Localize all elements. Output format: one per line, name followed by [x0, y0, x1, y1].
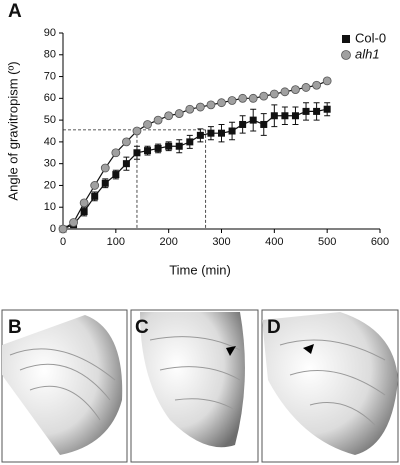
y-tick-label: 20: [44, 179, 56, 191]
marker: [80, 208, 88, 216]
marker: [196, 131, 204, 139]
marker: [323, 105, 331, 113]
marker: [312, 80, 322, 90]
marker: [112, 171, 120, 179]
legend-label: Col-0: [355, 30, 386, 45]
marker: [291, 85, 300, 95]
x-tick-label: 600: [371, 236, 389, 248]
y-tick-label: 10: [44, 201, 56, 213]
x-tick-label: 500: [318, 236, 336, 248]
marker: [144, 147, 152, 155]
marker: [270, 112, 278, 120]
marker: [207, 129, 215, 137]
legend-marker: [342, 35, 350, 43]
marker: [143, 120, 152, 129]
marker: [313, 107, 321, 115]
marker: [322, 76, 332, 86]
panel-label: C: [135, 317, 149, 338]
x-tick-label: 100: [107, 236, 125, 248]
marker: [228, 127, 236, 135]
marker: [91, 192, 99, 200]
marker: [195, 102, 205, 112]
panel-label: A: [8, 1, 22, 22]
marker: [186, 138, 194, 146]
micrograph-c: [130, 309, 259, 463]
marker: [164, 111, 174, 121]
x-tick-label: 400: [265, 236, 283, 248]
marker: [101, 179, 109, 187]
y-tick-label: 50: [44, 114, 56, 126]
panel-label: B: [8, 317, 22, 338]
marker: [90, 181, 100, 190]
marker: [301, 83, 311, 92]
marker: [281, 112, 289, 120]
marker: [154, 144, 162, 152]
marker: [69, 218, 78, 227]
marker: [280, 87, 290, 97]
micrograph-b: [1, 309, 128, 463]
marker: [79, 198, 89, 208]
marker: [132, 126, 142, 136]
x-axis-title: Time (min): [169, 262, 231, 277]
marker: [248, 93, 258, 103]
y-tick-label: 30: [44, 158, 56, 170]
y-tick-label: 40: [44, 136, 56, 148]
marker: [217, 98, 226, 108]
marker: [133, 149, 141, 157]
marker: [175, 142, 183, 150]
marker: [238, 93, 248, 103]
marker: [291, 112, 299, 120]
marker: [227, 96, 237, 105]
y-tick-label: 0: [50, 223, 56, 235]
y-tick-label: 60: [44, 92, 56, 104]
series-line: [62, 80, 328, 230]
micrograph-d: [261, 309, 399, 463]
x-tick-label: 200: [159, 236, 177, 248]
marker: [206, 100, 216, 110]
y-axis-title: Angle of gravitropism (º): [5, 61, 20, 200]
marker: [260, 120, 268, 128]
marker: [259, 91, 269, 101]
y-tick-label: 70: [44, 70, 56, 82]
y-tick-label: 80: [44, 49, 56, 61]
marker: [100, 163, 110, 173]
marker: [218, 129, 225, 137]
marker: [165, 142, 173, 150]
marker: [174, 109, 184, 118]
marker: [122, 160, 130, 168]
marker: [302, 107, 310, 115]
marker: [269, 89, 279, 99]
y-tick-label: 90: [44, 27, 56, 39]
marker: [111, 148, 121, 158]
marker: [185, 104, 195, 114]
panel-label: D: [267, 317, 281, 338]
marker: [239, 120, 247, 128]
marker: [249, 116, 257, 124]
legend-marker: [341, 50, 351, 60]
marker: [58, 224, 68, 234]
legend-label: alh1: [355, 46, 380, 61]
marker: [122, 137, 131, 147]
marker: [153, 115, 163, 125]
x-tick-label: 300: [212, 236, 230, 248]
x-tick-label: 0: [60, 236, 66, 248]
